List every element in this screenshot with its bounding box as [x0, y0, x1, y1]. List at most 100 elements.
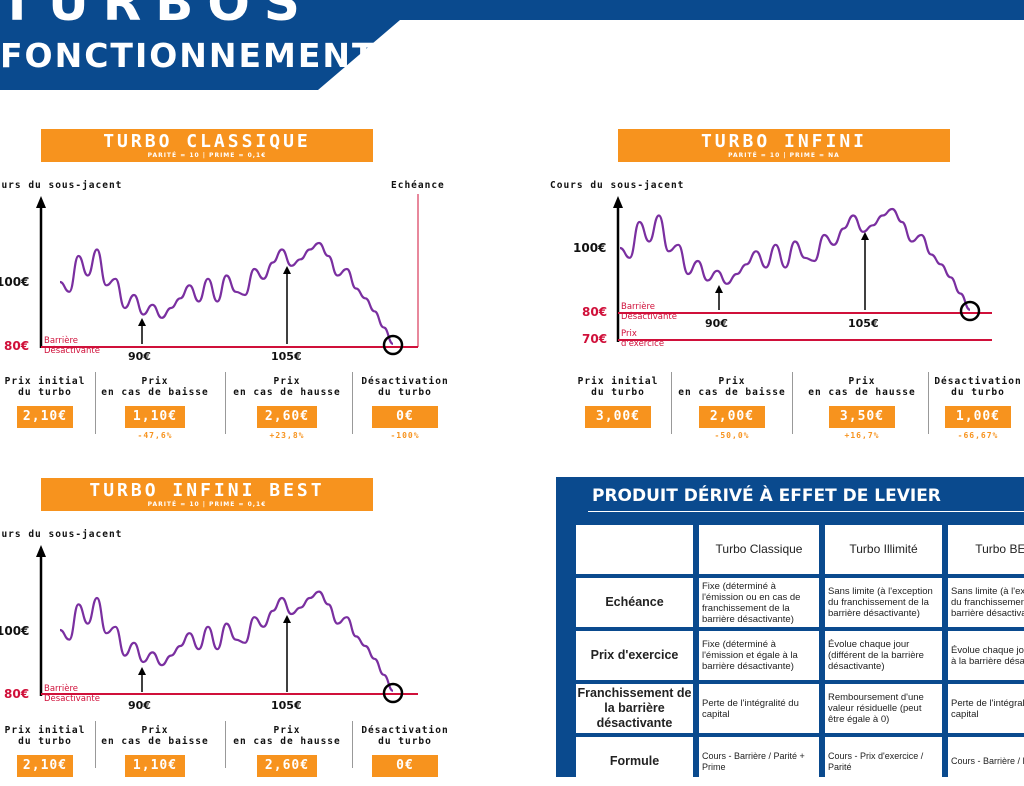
- infini-price-baisse: 2,00€: [699, 406, 765, 428]
- separator: [95, 372, 96, 434]
- header-title: TURBOS: [0, 0, 314, 32]
- separator: [225, 721, 226, 768]
- col-header-line1: Prix: [141, 725, 169, 736]
- infini-point-90: 90€: [705, 317, 728, 330]
- separator: [352, 372, 353, 434]
- table-cell: Perte de l'intégralité du capital: [699, 684, 819, 733]
- table-row-label-prix-exercice: Prix d'exercice: [576, 631, 693, 680]
- infini-col-hausse: Prix en cas de hausse 3,50€ +16,7%: [800, 376, 924, 441]
- table-corner-cell: [576, 525, 693, 574]
- infini-arrowhead-90: [715, 285, 723, 293]
- table-cell: Sans limite (à l'exception du franchisse…: [948, 578, 1024, 627]
- table-cell: Remboursement d'une valeur résiduelle (p…: [825, 684, 942, 733]
- infini-arrowhead-105: [861, 232, 869, 240]
- col-header-line2: en cas de baisse: [101, 736, 209, 747]
- best-series-line: [59, 590, 394, 692]
- infini-tick-80: 80€: [582, 305, 608, 319]
- best-knockout-circle: [382, 682, 404, 704]
- col-header-line1: Prix initial: [4, 725, 86, 736]
- barrier-label-line2: Désactivante: [44, 694, 100, 704]
- infini-y-axis-arrow: [613, 196, 623, 208]
- header-subtitle: FONCTIONNEMENT: [0, 36, 377, 75]
- table-header-classique: Turbo Classique: [699, 525, 819, 574]
- barrier-label-line1: Barrière: [44, 336, 79, 346]
- infini-change-desactivation: -66,67%: [957, 431, 999, 440]
- header-shape: [0, 0, 1024, 90]
- best-y-axis-label: Cours du sous-jacent: [0, 529, 123, 540]
- classique-title-banner: TURBO CLASSIQUE PARITÉ = 10 | PRIME = 0,…: [41, 129, 373, 162]
- infini-strike-label: Prix d'exercice: [621, 329, 664, 349]
- separator: [792, 372, 793, 434]
- table-cell: Cours - Barrière / Parité + Prime: [699, 737, 819, 786]
- infini-knockout-circle: [959, 300, 981, 322]
- col-header-line2: en cas de baisse: [678, 387, 786, 398]
- barrier-label-line2: Désactivante: [621, 312, 677, 322]
- table-cell: Évolue chaque jour (différent de la barr…: [825, 631, 942, 680]
- infini-col-baisse: Prix en cas de baisse 2,00€ -50,0%: [676, 376, 788, 441]
- col-header-line1: Prix: [273, 725, 301, 736]
- best-barrier-label: Barrière Désactivante: [44, 684, 100, 704]
- best-col-hausse: Prix en cas de hausse 2,60€: [228, 725, 346, 777]
- separator: [225, 372, 226, 434]
- col-header-line2: du turbo: [18, 387, 72, 398]
- classique-col-initial: Prix initial du turbo 2,10€: [0, 376, 90, 428]
- classique-price-desactivation: 0€: [372, 406, 438, 428]
- separator: [928, 372, 929, 434]
- classique-col-hausse: Prix en cas de hausse 2,60€ +23,8%: [228, 376, 346, 441]
- best-price-initial: 2,10€: [17, 755, 73, 777]
- infini-col-desactivation: Désactivation du turbo 1,00€ -66,67%: [932, 376, 1024, 441]
- col-header-line2: du turbo: [951, 387, 1005, 398]
- header-banner: TURBOS FONCTIONNEMENT: [0, 0, 1024, 100]
- best-subtitle: PARITÉ = 10 | PRIME = 0,1€: [147, 501, 267, 508]
- classique-price-hausse: 2,60€: [257, 406, 317, 428]
- infini-series-line: [619, 207, 971, 311]
- best-point-105: 105€: [271, 699, 302, 712]
- best-arrowhead-90: [138, 667, 146, 675]
- table-header-best: Turbo BEST: [948, 525, 1024, 574]
- classique-point-105: 105€: [271, 350, 302, 363]
- table-cell: Évolue chaque jour (égale à la barrière …: [948, 631, 1024, 680]
- col-header-line1: Prix: [848, 376, 876, 387]
- infini-price-desactivation: 1,00€: [945, 406, 1011, 428]
- classique-tick-100: 100€: [0, 275, 30, 289]
- infini-change-hausse: +16,7%: [844, 431, 880, 440]
- separator: [352, 721, 353, 768]
- comparison-title: PRODUIT DÉRIVÉ À EFFET DE LEVIER: [592, 486, 941, 506]
- infini-title-banner: TURBO INFINI PARITÉ = 10 | PRIME = NA: [618, 129, 950, 162]
- separator: [95, 721, 96, 768]
- comparison-title-underline: [588, 511, 1024, 512]
- infini-point-105: 105€: [848, 317, 879, 330]
- classique-tick-80: 80€: [4, 339, 30, 353]
- col-header-line1: Désactivation: [361, 725, 449, 736]
- infini-tick-100: 100€: [573, 241, 607, 255]
- classique-y-axis-label: Cours du sous-jacent: [0, 180, 123, 191]
- best-price-hausse: 2,60€: [257, 755, 317, 777]
- col-header-line1: Désactivation: [934, 376, 1022, 387]
- classique-col-desactivation: Désactivation du turbo 0€ -100%: [356, 376, 454, 441]
- infini-barrier-label: Barrière Désactivante: [621, 302, 677, 322]
- classique-barrier-label: Barrière Désactivante: [44, 336, 100, 356]
- table-cell: Fixe (déterminé à l'émission ou en cas d…: [699, 578, 819, 627]
- infini-col-initial: Prix initial du turbo 3,00€: [576, 376, 660, 428]
- best-col-desactivation: Désactivation du turbo 0€: [356, 725, 454, 777]
- classique-change-hausse: +23,8%: [269, 431, 305, 440]
- classique-title: TURBO CLASSIQUE: [103, 131, 311, 152]
- classique-y-axis-arrow: [36, 196, 46, 208]
- separator: [671, 372, 672, 434]
- table-cell: Cours - Barrière / Parité: [948, 737, 1024, 786]
- classique-knockout-circle: [382, 334, 404, 356]
- classique-point-90: 90€: [128, 350, 151, 363]
- table-cell: Perte de l'intégralité du capital: [948, 684, 1024, 733]
- infini-subtitle: PARITÉ = 10 | PRIME = NA: [728, 152, 840, 159]
- col-header-line2: en cas de hausse: [233, 736, 341, 747]
- classique-col-baisse: Prix en cas de baisse 1,10€ -47,6%: [100, 376, 210, 441]
- table-cell: Sans limite (à l'exception du franchisse…: [825, 578, 942, 627]
- col-header-line2: du turbo: [591, 387, 645, 398]
- classique-price-baisse: 1,10€: [125, 406, 185, 428]
- col-header-line1: Prix initial: [4, 376, 86, 387]
- table-row-label-franchissement: Franchissement de la barrière désactivan…: [576, 684, 693, 733]
- best-col-baisse: Prix en cas de baisse 1,10€: [100, 725, 210, 777]
- table-row-label-formule: Formule: [576, 737, 693, 786]
- col-header-line1: Prix: [718, 376, 746, 387]
- classique-subtitle: PARITÉ = 10 | PRIME = 0,1€: [147, 152, 267, 159]
